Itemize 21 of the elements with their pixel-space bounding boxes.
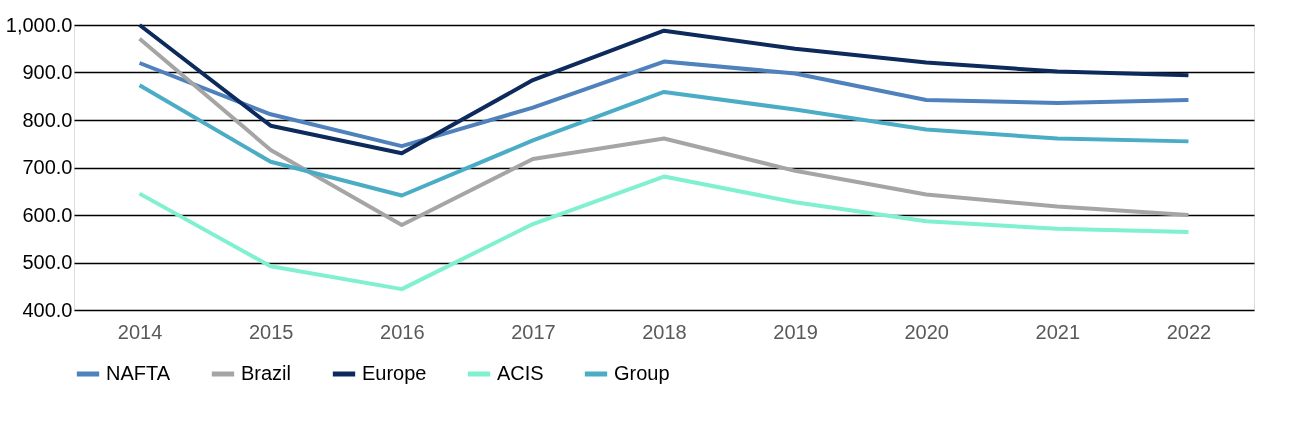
y-tick-label: 600.0 xyxy=(22,203,73,226)
x-tick-label: 2019 xyxy=(773,320,818,343)
x-tick-label: 2018 xyxy=(642,320,687,343)
x-tick-label: 2017 xyxy=(511,320,556,343)
y-tick-label: 1,000.0 xyxy=(5,13,73,36)
x-tick-label: 2014 xyxy=(117,320,163,343)
x-tick-label: 2020 xyxy=(904,320,949,343)
x-tick-label: 2016 xyxy=(380,320,425,343)
y-tick-label: 800.0 xyxy=(22,108,73,131)
x-tick-label: 2015 xyxy=(248,320,294,343)
legend-label: Brazil xyxy=(241,362,292,384)
y-tick-label: 700.0 xyxy=(22,156,73,178)
legend-label: NAFTA xyxy=(106,362,171,384)
legend-label: Europe xyxy=(362,362,427,384)
legend-label: ACIS xyxy=(497,362,544,384)
y-tick-label: 900.0 xyxy=(22,61,73,83)
y-tick-label: 400.0 xyxy=(22,298,73,321)
x-tick-label: 2022 xyxy=(1166,320,1212,343)
legend-label: Group xyxy=(614,362,670,384)
y-tick-label: 500.0 xyxy=(22,251,73,273)
x-tick-label: 2021 xyxy=(1035,320,1081,343)
